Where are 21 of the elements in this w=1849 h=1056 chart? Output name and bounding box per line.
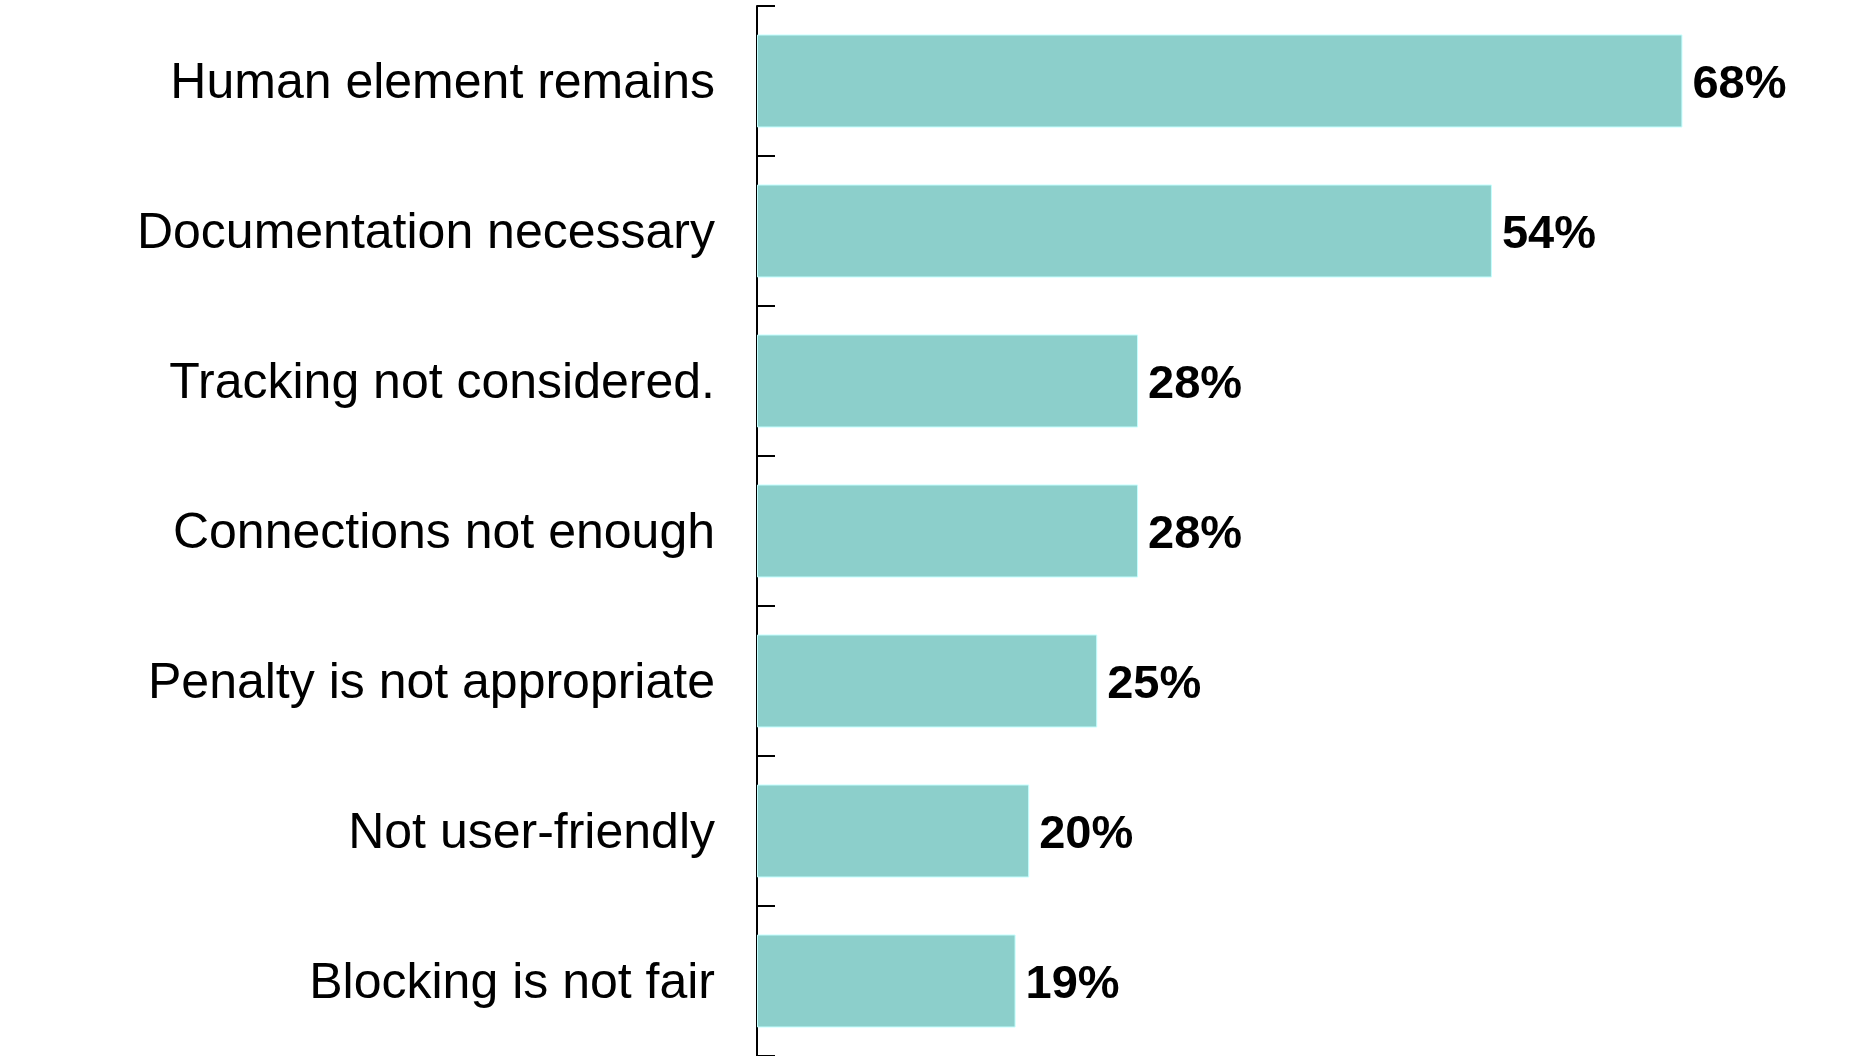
bar bbox=[757, 334, 1139, 428]
bar bbox=[757, 34, 1683, 128]
y-tick-label: Blocking is not fair bbox=[309, 953, 715, 1009]
bar bbox=[757, 784, 1030, 878]
bar bbox=[757, 184, 1492, 278]
y-tick-label: Human element remains bbox=[170, 53, 715, 109]
bar bbox=[757, 634, 1098, 728]
y-tick-label: Connections not enough bbox=[172, 503, 715, 559]
y-tick-label: Penalty is not appropriate bbox=[147, 653, 715, 709]
data-label: 25% bbox=[1107, 654, 1202, 708]
bar bbox=[757, 934, 1016, 1028]
y-tick-label: Not user-friendly bbox=[348, 803, 715, 859]
y-tick-label: Documentation necessary bbox=[136, 203, 715, 259]
data-label: 20% bbox=[1039, 804, 1134, 858]
data-label: 54% bbox=[1501, 204, 1596, 258]
data-label: 28% bbox=[1148, 354, 1243, 408]
data-label: 68% bbox=[1692, 54, 1787, 108]
data-label: 19% bbox=[1025, 954, 1120, 1008]
y-tick-label: Tracking not considered. bbox=[169, 353, 715, 409]
data-label: 28% bbox=[1148, 504, 1243, 558]
bar bbox=[757, 484, 1139, 578]
